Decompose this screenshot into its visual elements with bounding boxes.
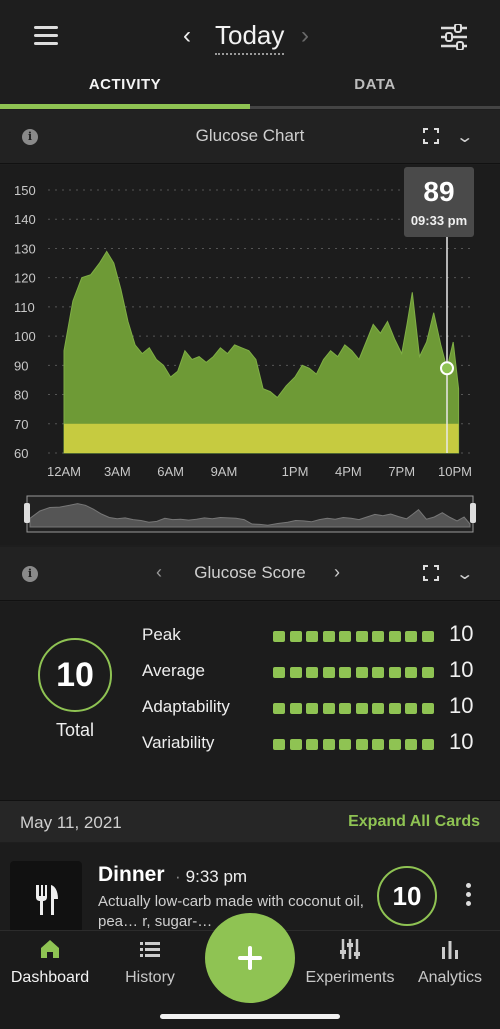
tab-data[interactable]: DATA — [354, 76, 396, 93]
menu-icon[interactable] — [34, 26, 58, 46]
y-tick-label: 140 — [14, 212, 36, 227]
metric-row-variability: Variability 10 — [142, 729, 482, 759]
tooltip-time: 09:33 pm — [411, 213, 467, 228]
date-title[interactable]: Today — [215, 20, 285, 55]
fullscreen-icon[interactable] — [423, 128, 439, 144]
y-tick-label: 70 — [14, 417, 28, 432]
top-bar: ‹ Today › — [0, 0, 500, 70]
tooltip-box — [404, 167, 474, 237]
metric-label: Average — [142, 661, 206, 680]
previous-day-button[interactable]: ‹ — [183, 22, 191, 49]
y-tick-label: 90 — [14, 358, 28, 373]
metric-segment-bar — [273, 665, 438, 683]
target-range-band — [64, 423, 459, 453]
nav-label: Dashboard — [10, 969, 90, 986]
y-tick-label: 120 — [14, 271, 36, 286]
active-tab-indicator — [0, 104, 250, 109]
chevron-down-icon[interactable]: ⌄ — [455, 129, 475, 146]
glucose-score-title: Glucose Score — [194, 563, 306, 582]
x-tick-label: 9AM — [211, 464, 238, 479]
feed-date-bar: May 11, 2021 Expand All Cards — [0, 800, 500, 842]
metric-row-peak: Peak 10 — [142, 621, 482, 651]
expand-all-cards-button[interactable]: Expand All Cards — [348, 813, 480, 830]
add-entry-button[interactable] — [205, 913, 295, 1003]
chevron-left-icon[interactable]: ‹ — [156, 562, 162, 582]
x-tick-label: 3AM — [104, 464, 131, 479]
y-tick-label: 110 — [14, 300, 35, 315]
metric-segment-bar — [273, 629, 438, 647]
x-tick-label: 1PM — [282, 464, 309, 479]
total-score-label: Total — [55, 720, 95, 740]
scrubber-left-handle — [24, 503, 30, 523]
meal-thumbnail — [10, 861, 82, 933]
selected-point — [440, 361, 455, 376]
metric-value: 10 — [449, 657, 474, 682]
glucose-score-header: i ‹ Glucose Score › ⌄ — [0, 547, 500, 601]
more-options-icon[interactable] — [466, 883, 472, 910]
glucose-chart-svg: 150 140 130 120 110 100 90 80 70 60 12AM 3AM 6AM 9AM 1… — [14, 167, 476, 533]
home-indicator — [160, 1014, 340, 1019]
total-score-ring: 10 — [38, 638, 112, 712]
y-tick-label: 100 — [14, 329, 36, 344]
nav-label: Analytics — [417, 969, 483, 986]
info-icon[interactable]: i — [22, 129, 38, 145]
metric-row-average: Average 10 — [142, 657, 482, 687]
glucose-chart-title: Glucose Chart — [195, 126, 305, 145]
x-tick-label: 4PM — [335, 464, 362, 479]
scrubber-sparkline — [29, 503, 471, 528]
sliders-icon — [340, 939, 360, 959]
x-tick-label: 10PM — [438, 464, 472, 479]
next-day-button[interactable]: › — [301, 22, 309, 49]
tab-track — [250, 106, 500, 109]
y-tick-label: 130 — [14, 241, 36, 256]
scrubber-right-handle — [470, 503, 476, 523]
metric-value: 10 — [449, 621, 474, 646]
fullscreen-icon[interactable] — [423, 565, 439, 581]
chevron-down-icon[interactable]: ⌄ — [455, 566, 475, 583]
metric-label: Adaptability — [142, 697, 230, 716]
metric-value: 10 — [449, 693, 474, 718]
nav-analytics[interactable]: Analytics — [400, 937, 500, 987]
info-icon[interactable]: i — [22, 566, 38, 582]
metric-label: Peak — [142, 625, 181, 644]
meal-description: Actually low-carb made with coconut oil,… — [98, 893, 364, 930]
metric-value: 10 — [449, 729, 474, 754]
metric-segment-bar — [273, 701, 438, 719]
tooltip-value: 89 — [423, 176, 454, 207]
nav-history[interactable]: History — [100, 937, 200, 987]
x-tick-label: 12AM — [47, 464, 81, 479]
y-tick-label: 80 — [14, 388, 28, 403]
meal-score-ring: 10 — [377, 866, 437, 926]
y-tick-label: 60 — [14, 446, 28, 461]
meal-time-separator: · — [175, 867, 181, 886]
metric-segment-bar — [273, 737, 438, 755]
feed-date: May 11, 2021 — [20, 813, 122, 832]
chevron-right-icon[interactable]: › — [334, 562, 340, 582]
glucose-chart[interactable]: 150 140 130 120 110 100 90 80 70 60 12AM 3AM 6AM 9AM 1… — [0, 165, 500, 545]
meal-time-value: 9:33 pm — [185, 867, 248, 886]
home-icon — [41, 940, 59, 958]
glucose-chart-header: i Glucose Chart ⌄ — [0, 110, 500, 164]
tab-bar: ACTIVITY DATA — [0, 70, 500, 110]
meal-title: Dinner — [98, 863, 165, 886]
glucose-score-panel: 10 Total Peak 10 Average 10 Adaptability… — [0, 602, 500, 800]
fork-knife-icon — [36, 885, 58, 915]
nav-label: Experiments — [305, 969, 395, 986]
x-tick-label: 7PM — [388, 464, 415, 479]
list-icon — [140, 942, 160, 957]
metric-label: Variability — [142, 733, 215, 752]
filter-settings-icon[interactable] — [440, 24, 468, 50]
tab-activity[interactable]: ACTIVITY — [88, 76, 162, 93]
bar-chart-icon — [442, 941, 458, 959]
x-tick-label: 6AM — [157, 464, 184, 479]
nav-label: History — [125, 969, 175, 986]
nav-experiments[interactable]: Experiments — [300, 937, 400, 987]
y-tick-label: 150 — [14, 183, 36, 198]
meal-time: · 9:33 pm — [175, 867, 247, 887]
glucose-area-series — [63, 250, 460, 454]
nav-dashboard[interactable]: Dashboard — [0, 937, 100, 987]
metric-row-adaptability: Adaptability 10 — [142, 693, 482, 723]
